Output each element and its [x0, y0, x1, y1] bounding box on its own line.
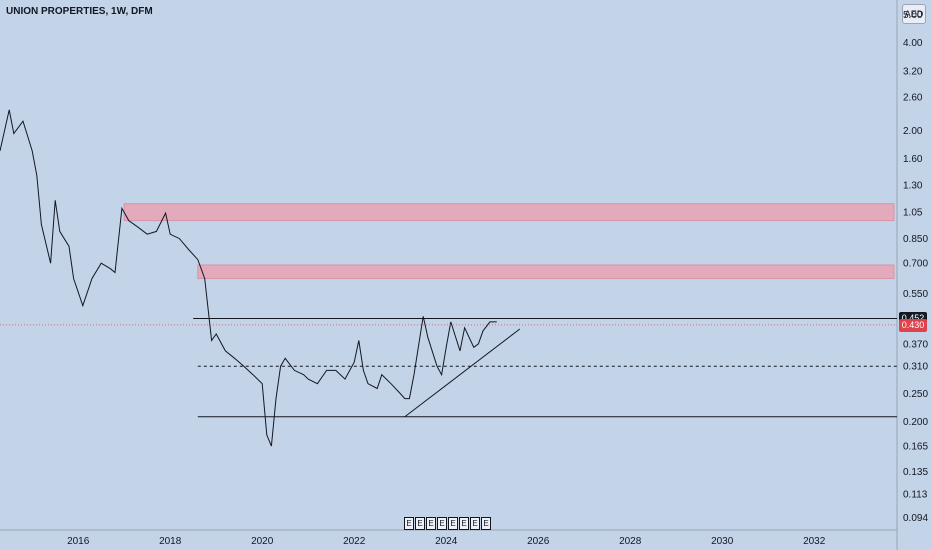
- x-tick-label: 2028: [619, 536, 642, 547]
- x-tick-label: 2024: [435, 536, 458, 547]
- y-tick-label: 0.135: [903, 467, 928, 478]
- last-price-tag: 0.430: [899, 318, 927, 332]
- y-tick-label: 0.113: [903, 489, 928, 500]
- y-tick-label: 5.00: [903, 10, 923, 21]
- price-line: [0, 109, 497, 447]
- earnings-event-marker[interactable]: E: [426, 517, 436, 530]
- earnings-event-marker[interactable]: E: [470, 517, 480, 530]
- x-tick-label: 2030: [711, 536, 734, 547]
- earnings-event-marker[interactable]: E: [459, 517, 469, 530]
- earnings-event-marker[interactable]: E: [481, 517, 491, 530]
- y-tick-label: 4.00: [903, 38, 923, 49]
- earnings-event-marker[interactable]: E: [415, 517, 425, 530]
- x-tick-label: 2026: [527, 536, 550, 547]
- y-tick-label: 1.60: [903, 154, 923, 165]
- earnings-event-marker[interactable]: E: [404, 517, 414, 530]
- earnings-event-marker[interactable]: E: [448, 517, 458, 530]
- x-tick-label: 2018: [159, 536, 182, 547]
- y-tick-label: 0.165: [903, 442, 928, 453]
- ascending-trendline: [404, 328, 521, 418]
- x-tick-label: 2022: [343, 536, 366, 547]
- y-tick-label: 1.05: [903, 207, 923, 218]
- y-tick-label: 2.00: [903, 126, 923, 137]
- y-tick-label: 0.310: [903, 362, 928, 373]
- x-tick-label: 2016: [67, 536, 90, 547]
- x-tick-label: 2032: [803, 536, 826, 547]
- y-tick-label: 0.550: [903, 289, 928, 300]
- currency-button[interactable]: AED: [902, 4, 926, 24]
- y-tick-label: 2.60: [903, 93, 923, 104]
- earnings-event-marker[interactable]: E: [437, 517, 447, 530]
- y-tick-label: 0.370: [903, 339, 928, 350]
- y-tick-label: 0.700: [903, 259, 928, 270]
- y-tick-label: 0.200: [903, 417, 928, 428]
- y-tick-label: 0.250: [903, 389, 928, 400]
- y-tick-label: 1.30: [903, 180, 923, 191]
- resistance-zone: [197, 264, 895, 280]
- y-tick-label: 0.850: [903, 234, 928, 245]
- chart-title: UNION PROPERTIES, 1W, DFM: [6, 6, 153, 17]
- y-tick-label: 3.20: [903, 66, 923, 77]
- x-tick-label: 2020: [251, 536, 274, 547]
- y-tick-label: 0.094: [903, 513, 928, 524]
- resistance-zone: [123, 203, 895, 222]
